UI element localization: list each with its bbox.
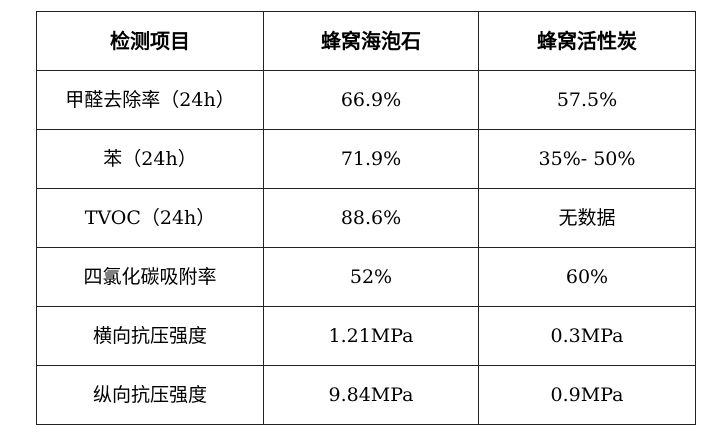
- sepiolite-value: 1.21MPa: [263, 306, 479, 366]
- header-honeycomb-sepiolite: 蜂窝海泡石: [263, 11, 479, 71]
- header-test-item: 检测项目: [36, 11, 264, 71]
- row-label: 苯（24h）: [36, 129, 264, 189]
- table-header-row: 检测项目 蜂窝海泡石 蜂窝活性炭: [36, 11, 696, 71]
- header-honeycomb-activated-carbon: 蜂窝活性炭: [478, 11, 696, 71]
- carbon-value: 0.9MPa: [478, 365, 696, 425]
- carbon-value: 60%: [478, 247, 696, 307]
- comparison-table: 检测项目 蜂窝海泡石 蜂窝活性炭 甲醛去除率（24h） 66.9% 57.5% …: [36, 11, 696, 425]
- table-row: 纵向抗压强度 9.84MPa 0.9MPa: [36, 365, 696, 425]
- row-label: 四氯化碳吸附率: [36, 247, 264, 307]
- carbon-value: 无数据: [478, 188, 696, 248]
- table-row: 苯（24h） 71.9% 35%- 50%: [36, 129, 696, 189]
- comparison-table-wrapper: 检测项目 蜂窝海泡石 蜂窝活性炭 甲醛去除率（24h） 66.9% 57.5% …: [36, 11, 696, 425]
- carbon-value: 35%- 50%: [478, 129, 696, 189]
- sepiolite-value: 52%: [263, 247, 479, 307]
- table-row: 横向抗压强度 1.21MPa 0.3MPa: [36, 306, 696, 366]
- sepiolite-value: 9.84MPa: [263, 365, 479, 425]
- row-label: 横向抗压强度: [36, 306, 264, 366]
- table-row: TVOC（24h） 88.6% 无数据: [36, 188, 696, 248]
- table-row: 甲醛去除率（24h） 66.9% 57.5%: [36, 70, 696, 130]
- row-label: 纵向抗压强度: [36, 365, 264, 425]
- carbon-value: 57.5%: [478, 70, 696, 130]
- sepiolite-value: 66.9%: [263, 70, 479, 130]
- sepiolite-value: 88.6%: [263, 188, 479, 248]
- carbon-value: 0.3MPa: [478, 306, 696, 366]
- sepiolite-value: 71.9%: [263, 129, 479, 189]
- table-row: 四氯化碳吸附率 52% 60%: [36, 247, 696, 307]
- row-label: TVOC（24h）: [36, 188, 264, 248]
- row-label: 甲醛去除率（24h）: [36, 70, 264, 130]
